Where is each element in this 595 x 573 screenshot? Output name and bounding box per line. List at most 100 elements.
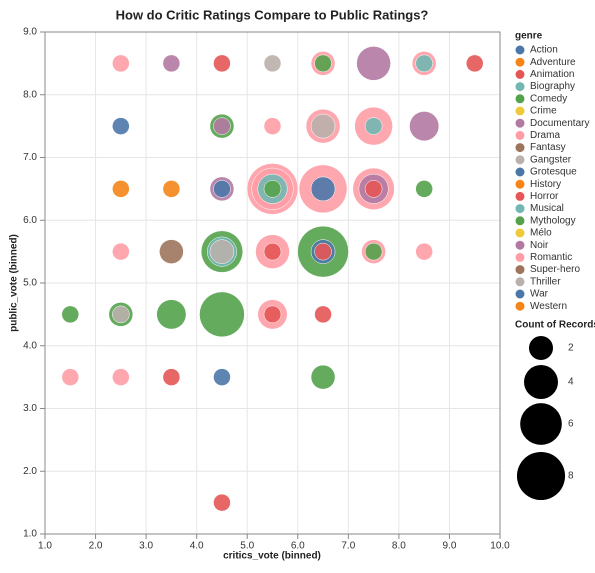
bubble	[61, 305, 80, 324]
y-tick-label: 9.0	[23, 27, 37, 38]
size-legend-label: 6	[568, 419, 574, 430]
bubble	[209, 239, 235, 264]
legend-swatch	[515, 204, 525, 214]
bubble	[199, 291, 245, 338]
legend-label: Drama	[530, 130, 560, 141]
bubble	[159, 239, 184, 264]
legend-label: Biography	[530, 81, 575, 92]
bubble	[314, 54, 332, 73]
legend-label: Fantasy	[530, 142, 566, 153]
legend-label: Grotesque	[530, 167, 577, 178]
bubble	[263, 180, 282, 198]
legend-swatch	[515, 143, 525, 153]
x-tick-label: 1.0	[38, 541, 52, 552]
legend-swatch	[515, 106, 525, 116]
legend-label: Super-hero	[530, 264, 580, 275]
x-tick-label: 4.0	[190, 541, 204, 552]
y-tick-label: 6.0	[23, 215, 37, 226]
legend-label: Gangster	[530, 154, 572, 165]
legend-swatch	[515, 289, 525, 299]
bubble	[356, 46, 391, 81]
legend-label: Thriller	[530, 276, 561, 287]
bubble	[263, 117, 282, 135]
bubble	[465, 54, 484, 73]
bubble	[112, 242, 130, 261]
size-legend-title: Count of Records	[515, 320, 595, 331]
bubble	[415, 242, 433, 261]
y-tick-label: 8.0	[23, 89, 37, 100]
bubble	[112, 305, 130, 324]
bubble	[112, 54, 130, 73]
legend-swatch	[515, 179, 525, 189]
bubble	[162, 368, 181, 386]
y-axis-title: public_vote (binned)	[9, 234, 20, 332]
y-tick-label: 5.0	[23, 278, 37, 289]
legend-title: genre	[515, 31, 543, 42]
x-tick-label: 9.0	[442, 541, 456, 552]
size-legend-label: 4	[568, 377, 574, 388]
legend-label: Action	[530, 45, 558, 56]
legend-label: Comedy	[530, 93, 567, 104]
bubble	[213, 54, 231, 73]
legend-label: War	[530, 289, 549, 300]
legend-swatch	[515, 252, 525, 262]
legend-label: Western	[530, 301, 567, 312]
bubble	[156, 299, 187, 330]
bubble	[213, 493, 231, 512]
legend-swatch	[515, 45, 525, 55]
bubble	[364, 117, 383, 135]
x-tick-label: 8.0	[392, 541, 406, 552]
size-legend-swatch	[520, 403, 562, 445]
bubble	[310, 113, 336, 139]
legend-label: Crime	[530, 106, 557, 117]
y-tick-label: 2.0	[23, 466, 37, 477]
x-tick-label: 6.0	[291, 541, 305, 552]
legend-swatch	[515, 69, 525, 79]
y-tick-label: 3.0	[23, 403, 37, 414]
size-legend-label: 8	[568, 471, 574, 482]
bubble	[409, 111, 440, 142]
chart-title: How do Critic Ratings Compare to Public …	[116, 7, 429, 22]
size-legend-label: 2	[568, 343, 574, 354]
legend-label: History	[530, 179, 561, 190]
legend-label: Mythology	[530, 215, 576, 226]
legend-swatch	[515, 277, 525, 287]
x-tick-label: 10.0	[490, 541, 510, 552]
legend-swatch	[515, 155, 525, 165]
bubble	[415, 54, 433, 73]
legend-swatch	[515, 130, 525, 140]
legend-label: Documentary	[530, 118, 589, 129]
x-tick-label: 7.0	[341, 541, 355, 552]
legend-label: Horror	[530, 191, 559, 202]
bubble	[314, 305, 332, 324]
x-tick-label: 3.0	[139, 541, 153, 552]
bubble	[364, 180, 383, 198]
legend-swatch	[515, 167, 525, 177]
bubble	[415, 180, 433, 198]
bubble	[213, 368, 231, 386]
bubble	[310, 176, 336, 202]
bubble	[263, 242, 282, 261]
legend-label: Romantic	[530, 252, 572, 263]
legend-swatch	[515, 301, 525, 311]
bubble	[213, 180, 231, 198]
y-tick-label: 1.0	[23, 529, 37, 540]
size-legend-swatch	[516, 451, 566, 501]
bubble	[162, 54, 181, 73]
legend-label: Adventure	[530, 57, 576, 68]
legend-swatch	[515, 118, 525, 128]
legend-swatch	[515, 240, 525, 250]
legend-swatch	[515, 216, 525, 226]
bubble	[162, 180, 181, 198]
bubble	[61, 368, 80, 386]
size-legend-swatch	[524, 365, 558, 399]
legend-label: Animation	[530, 69, 574, 80]
x-axis-title: critics_vote (binned)	[223, 551, 321, 562]
x-tick-label: 5.0	[240, 541, 254, 552]
bubble	[112, 368, 130, 386]
legend-swatch	[515, 57, 525, 67]
size-legend-swatch	[528, 335, 554, 361]
bubble	[112, 117, 130, 135]
legend-label: Mélo	[530, 228, 552, 239]
